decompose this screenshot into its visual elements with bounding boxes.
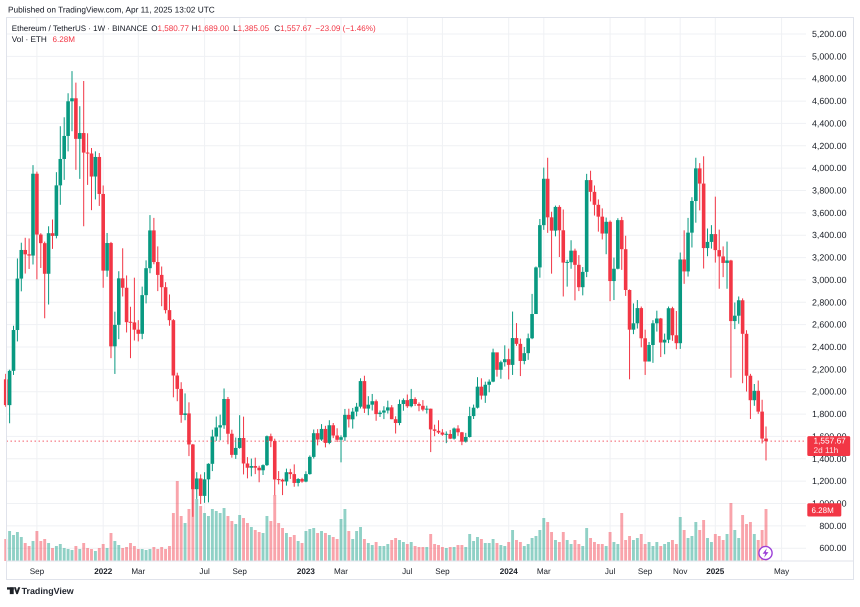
svg-text:L1,385.05: L1,385.05 <box>233 24 270 33</box>
svg-text:−23.09 (−1.46%): −23.09 (−1.46%) <box>315 24 376 33</box>
svg-text:2,400.00: 2,400.00 <box>812 342 847 352</box>
svg-text:3,600.00: 3,600.00 <box>812 208 847 218</box>
svg-text:5,200.00: 5,200.00 <box>812 29 847 39</box>
svg-text:Published on TradingView.com,: Published on TradingView.com, Apr 11, 20… <box>8 4 215 14</box>
svg-text:3,400.00: 3,400.00 <box>812 230 847 240</box>
svg-text:2025: 2025 <box>706 567 725 576</box>
svg-text:Jul: Jul <box>402 567 413 576</box>
svg-text:Mar: Mar <box>334 567 348 576</box>
svg-text:2,800.00: 2,800.00 <box>812 297 847 307</box>
svg-text:May: May <box>774 567 790 576</box>
svg-text:4,600.00: 4,600.00 <box>812 96 847 106</box>
svg-text:2,000.00: 2,000.00 <box>812 387 847 397</box>
svg-text:2d 11h: 2d 11h <box>814 445 839 455</box>
svg-text:TradingView: TradingView <box>22 586 74 596</box>
svg-text:Mar: Mar <box>131 567 145 576</box>
svg-text:C1,557.67: C1,557.67 <box>274 24 312 33</box>
svg-text:2,200.00: 2,200.00 <box>812 364 847 374</box>
svg-text:4,200.00: 4,200.00 <box>812 141 847 151</box>
svg-text:Sep: Sep <box>232 567 247 576</box>
svg-text:Jul: Jul <box>199 567 210 576</box>
svg-text:Mar: Mar <box>537 567 551 576</box>
svg-text:4,800.00: 4,800.00 <box>812 74 847 84</box>
svg-text:2024: 2024 <box>500 567 519 576</box>
svg-text:3,800.00: 3,800.00 <box>812 186 847 196</box>
svg-text:2023: 2023 <box>297 567 316 576</box>
svg-text:1,400.00: 1,400.00 <box>812 454 847 464</box>
svg-text:4,400.00: 4,400.00 <box>812 118 847 128</box>
svg-text:Jul: Jul <box>605 567 616 576</box>
svg-text:Nov: Nov <box>673 567 688 576</box>
svg-text:Vol · ETH: Vol · ETH <box>12 35 47 44</box>
svg-text:5,000.00: 5,000.00 <box>812 51 847 61</box>
svg-text:4,000.00: 4,000.00 <box>812 163 847 173</box>
svg-text:600.00: 600.00 <box>819 543 846 553</box>
svg-text:1,200.00: 1,200.00 <box>812 476 847 486</box>
svg-text:Sep: Sep <box>435 567 450 576</box>
svg-text:2,600.00: 2,600.00 <box>812 320 847 330</box>
svg-text:6.28M: 6.28M <box>53 35 76 44</box>
svg-text:1,800.00: 1,800.00 <box>812 409 847 419</box>
svg-text:Sep: Sep <box>638 567 653 576</box>
svg-text:800.00: 800.00 <box>819 521 846 531</box>
svg-text:6.28M: 6.28M <box>812 506 835 515</box>
svg-text:2022: 2022 <box>94 567 113 576</box>
svg-text:Ethereum / TetherUS · 1W · BIN: Ethereum / TetherUS · 1W · BINANCE <box>12 24 148 33</box>
svg-text:O1,580.77: O1,580.77 <box>151 24 189 33</box>
svg-text:1,557.67: 1,557.67 <box>814 435 847 445</box>
svg-text:3,200.00: 3,200.00 <box>812 253 847 263</box>
svg-text:3,000.00: 3,000.00 <box>812 275 847 285</box>
svg-text:Sep: Sep <box>30 567 45 576</box>
svg-text:H1,689.00: H1,689.00 <box>192 24 230 33</box>
